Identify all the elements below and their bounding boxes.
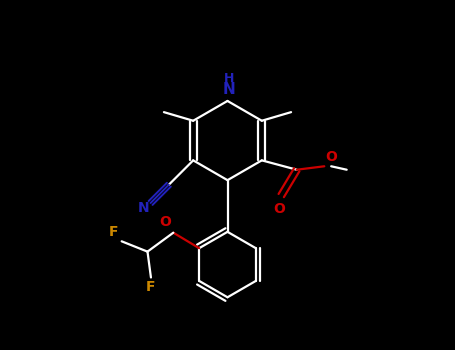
Text: O: O (325, 149, 337, 163)
Text: N: N (223, 82, 236, 97)
Text: H: H (224, 72, 234, 85)
Text: N: N (137, 202, 149, 216)
Text: F: F (146, 280, 156, 294)
Text: O: O (273, 202, 285, 216)
Text: F: F (109, 225, 118, 239)
Text: O: O (160, 215, 172, 229)
